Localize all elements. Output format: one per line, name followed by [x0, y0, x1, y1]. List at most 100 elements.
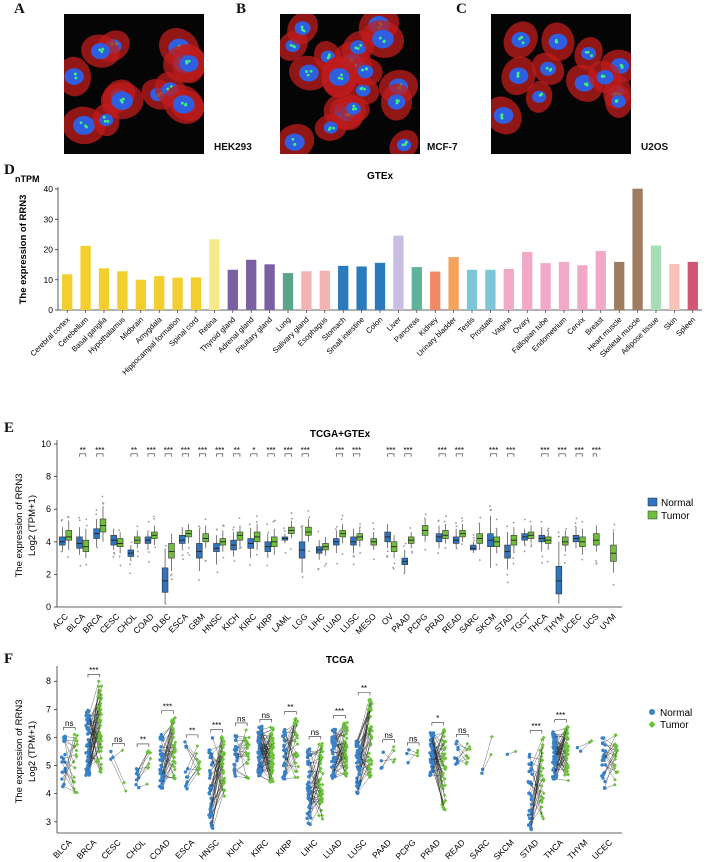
normal-brca-outlier	[96, 546, 98, 549]
normal-read-outlier	[455, 522, 457, 524]
nucleolus-dot	[354, 107, 358, 111]
tumor-thca-outlier	[546, 529, 549, 531]
tumor-point-prad	[443, 807, 447, 812]
tumor-point-luad	[344, 754, 349, 759]
tumor-point-hnsc	[221, 742, 226, 747]
pair-line-luad	[335, 745, 344, 759]
tumor-sarc-outlier	[478, 522, 481, 525]
normal-point-lihc	[307, 798, 312, 802]
normal-point-blca	[62, 782, 66, 787]
pair-line-read	[456, 741, 467, 751]
significance-label: ***	[557, 446, 566, 455]
normal-point-blca	[60, 760, 64, 764]
normal-point-stad	[529, 802, 534, 807]
pair-line-lusc	[359, 731, 370, 752]
tumor-point-lihc	[317, 757, 322, 762]
nucleolus-dot	[363, 87, 366, 91]
tumor-point-pcpg	[415, 748, 420, 753]
tumor-point-ucec	[612, 763, 617, 768]
tumor-kirc-outlier	[255, 515, 258, 518]
y-tick-label: 2	[46, 569, 51, 579]
normal-point-thca	[553, 759, 557, 764]
x-tick-label: HNSC	[200, 611, 224, 635]
x-tick-label: Spleen	[674, 315, 697, 338]
x-tick-label: LUSC	[345, 837, 368, 860]
tumor-chol-outlier	[137, 550, 139, 553]
panel-letter-a: A	[14, 1, 25, 17]
nucleolus-dot	[365, 67, 369, 71]
tumor-point-thca	[564, 752, 569, 757]
tumor-ucs-outlier	[595, 562, 598, 565]
pair-line-hnsc	[209, 790, 225, 818]
pair-line-kirc	[259, 732, 272, 739]
pair-line-blca	[65, 736, 76, 739]
tumor-point-esca	[196, 771, 201, 776]
nucleolus-dot	[619, 63, 623, 67]
tumor-prad-outlier	[445, 515, 447, 518]
pair-line-kirc	[260, 734, 273, 749]
y-tick-label: 3	[46, 817, 51, 827]
tumor-point-paad	[391, 744, 396, 749]
tumor-point-luad	[341, 747, 346, 751]
significance-label: ***	[146, 446, 155, 455]
normal-point-blca	[63, 738, 67, 743]
normal-point-ucec	[602, 786, 607, 790]
pair-line-coad	[162, 775, 176, 779]
tumor-thym-outlier	[563, 561, 566, 564]
pair-line-kirp	[284, 739, 296, 742]
normal-point-kirc	[257, 731, 261, 735]
tumor-point-hnsc	[219, 734, 224, 739]
normal-point-prad	[428, 751, 432, 755]
tumor-point-coad	[171, 735, 176, 740]
normal-point-kich	[232, 769, 237, 773]
normal-point-kirp	[283, 772, 287, 776]
pair-line-hnsc	[212, 737, 221, 762]
pair-line-thca	[554, 749, 566, 772]
legend-swatch-normal	[647, 497, 658, 507]
pair-line-kirp	[283, 762, 296, 779]
normal-point-coad	[160, 786, 165, 790]
tumor-chol-outlier	[136, 555, 139, 558]
tumor-point-kirp	[293, 775, 298, 780]
tumor-point-brca	[98, 770, 103, 775]
normal-point-prad	[429, 769, 433, 774]
tumor-pcpg-outlier	[424, 548, 427, 551]
bar-midbrain	[135, 279, 146, 310]
tumor-point-lusc	[367, 751, 371, 756]
tumor-dlbc-outlier	[170, 573, 173, 576]
tumor-point-kich	[247, 735, 251, 740]
significance-bracket	[161, 710, 174, 714]
tumor-point-ucec	[613, 746, 618, 751]
significance-label: ***	[556, 711, 565, 720]
tumor-point-kirp	[293, 716, 298, 721]
normal-point-esca	[183, 770, 188, 774]
normal-point-lihc	[308, 803, 312, 808]
pair-line-lusc	[358, 726, 372, 775]
bar-adrenal-gland	[246, 259, 257, 310]
y-tick-label: 4	[46, 537, 51, 547]
tumor-point-brca	[96, 733, 101, 738]
tumor-point-hnsc	[222, 781, 226, 786]
tumor-point-brca	[96, 679, 101, 684]
normal-lgg-outlier	[300, 525, 303, 528]
pair-line-lihc	[309, 744, 320, 776]
pair-line-lihc	[308, 794, 323, 801]
nucleolus-dot	[289, 43, 293, 47]
x-tick-label: STAD	[518, 837, 541, 860]
significance-bracket	[267, 453, 275, 457]
tumor-pcpg-outlier	[424, 513, 427, 516]
normal-point-read	[455, 761, 460, 765]
tumor-uvm-outlier	[612, 529, 615, 532]
pair-line-hnsc	[210, 753, 222, 810]
tumor-point-coad	[171, 727, 176, 731]
x-tick-label: KIRC	[249, 837, 270, 858]
tumor-point-brca	[96, 706, 100, 711]
tumor-point-esca	[197, 759, 202, 764]
normal-point-cesc	[109, 749, 113, 754]
tumor-point-lihc	[320, 817, 325, 821]
bar-kidney	[430, 271, 441, 310]
normal-point-brca	[84, 751, 88, 755]
cell-nucleus	[372, 29, 394, 49]
x-tick-label: CHOL	[124, 837, 148, 861]
tumor-point-kirp	[295, 742, 300, 746]
